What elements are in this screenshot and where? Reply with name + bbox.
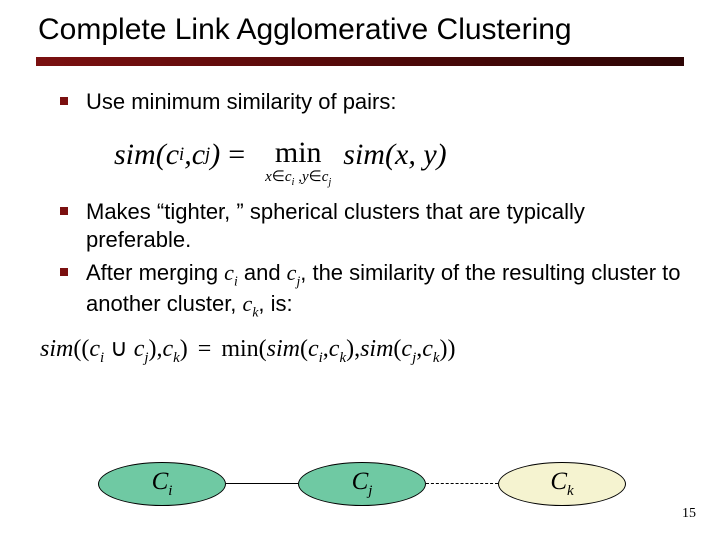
bullet-3: After merging ci and cj, the similarity …: [60, 259, 682, 320]
oval-cj-label: Cj: [352, 468, 373, 500]
bullet-list: Use minimum similarity of pairs: sim(ci,…: [38, 88, 682, 367]
bullet-marker-icon: [60, 268, 68, 276]
bullet-1-text: Use minimum similarity of pairs:: [86, 88, 397, 116]
f1-c2: c: [192, 138, 205, 172]
f1-sim2: sim: [343, 138, 385, 172]
page-number: 15: [682, 506, 696, 522]
f1-close2: ): [437, 138, 447, 172]
cluster-oval-ck: Ck: [498, 462, 626, 506]
bullet-3-text: After merging ci and cj, the similarity …: [86, 259, 682, 320]
title-divider: [36, 57, 684, 66]
f1-c1: c: [166, 138, 179, 172]
cluster-diagram: Ci Cj Ck: [98, 462, 658, 510]
f1-minblock: min x∈ci ,y∈cj: [265, 138, 331, 189]
f1-close: ): [210, 138, 220, 172]
slide-title: Complete Link Agglomerative Clustering: [38, 12, 682, 47]
f1-sim: sim: [114, 138, 156, 172]
cluster-oval-cj: Cj: [298, 462, 426, 506]
f1-x: x: [395, 138, 408, 172]
bullet-1: Use minimum similarity of pairs:: [60, 88, 682, 116]
cluster-link-dashed: [426, 483, 498, 484]
oval-ci-label: Ci: [152, 468, 173, 500]
f1-comma: ,: [184, 138, 192, 172]
cluster-oval-ci: Ci: [98, 462, 226, 506]
oval-ck-label: Ck: [550, 468, 573, 500]
f1-open2: (: [385, 138, 395, 172]
bullet-marker-icon: [60, 207, 68, 215]
bullet-marker-icon: [60, 97, 68, 105]
formula-2: sim((ci ∪ cj),ck) = min(sim(ci,ck),sim(c…: [40, 334, 682, 367]
f1-y: y: [423, 138, 436, 172]
bullet-2: Makes “tighter, ” spherical clusters tha…: [60, 198, 682, 253]
cluster-link-solid: [226, 483, 298, 484]
f1-minsub: x∈ci ,y∈cj: [265, 170, 331, 189]
f1-eq: =: [228, 138, 245, 172]
formula-1: sim(ci,cj) = min x∈ci ,y∈cj sim(x, y): [114, 130, 682, 181]
f1-open: (: [156, 138, 166, 172]
f1-min: min: [275, 138, 322, 168]
bullet-2-text: Makes “tighter, ” spherical clusters tha…: [86, 198, 682, 253]
f1-comma2: ,: [408, 138, 416, 172]
